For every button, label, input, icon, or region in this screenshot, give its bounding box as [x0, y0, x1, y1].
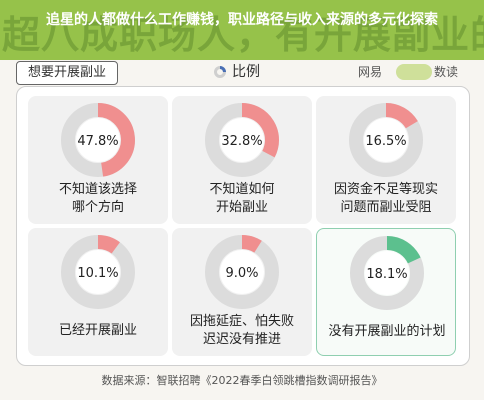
donut-value-label: 10.1% [77, 266, 118, 281]
donut-value-label: 16.5% [365, 134, 406, 149]
brand-logo: 网易 数读 [350, 62, 468, 82]
card-label: 没有开展副业的计划 [319, 311, 455, 353]
data-source: 数据来源：智联招聘《2022春季白领跳槽指数调研报告》 [101, 374, 383, 387]
card-label-line: 迟迟没有推进 [202, 332, 281, 347]
donut-value-label: 47.8% [77, 134, 118, 149]
card-label-line: 哪个方向 [71, 200, 124, 215]
section-ribbon: 想要开展副业 [16, 61, 118, 85]
card-label-line: 没有开展副业的计划 [328, 324, 446, 339]
donut-center [220, 118, 264, 162]
donut-value-label: 32.8% [221, 134, 262, 149]
brand-text-left: 网易 [358, 65, 383, 79]
card-label: 不知道如何 开始副业 [174, 178, 310, 220]
page-headline: 追星的人都做什么工作赚钱，职业路径与收入来源的多元化探索 [46, 12, 438, 28]
donut-chart: 47.8% [61, 103, 135, 177]
card-label-line: 因资金不足等现实 [333, 182, 438, 197]
card-label-line: 已经开展副业 [58, 323, 137, 338]
background-title: 超八成职场人，有开展副业的意愿 [2, 13, 484, 57]
donut-slice [385, 103, 418, 129]
card-label: 因资金不足等现实 问题而副业受阻 [318, 178, 454, 220]
donut-center [364, 118, 408, 162]
donut-chart: 10.1% [61, 235, 135, 309]
card-label: 因拖延症、怕失败 迟迟没有推进 [174, 310, 310, 352]
brand-text-right: 数读 [434, 65, 459, 79]
donut-value-label: 18.1% [366, 267, 407, 282]
donut-center [76, 250, 120, 294]
donut-center [220, 250, 264, 294]
donut-chart: 9.0% [205, 235, 279, 309]
donut-slice [97, 103, 135, 177]
donut-chart: 16.5% [349, 103, 423, 177]
donut-slice [386, 236, 421, 264]
card-label: 不知道该选择 哪个方向 [30, 178, 166, 220]
card-label-line: 不知道如何 [209, 182, 275, 197]
donut-chart: 18.1% [350, 236, 424, 310]
donut-icon [214, 66, 226, 78]
card-label: 已经开展副业 [30, 310, 166, 352]
top-banner: 超八成职场人，有开展副业的意愿 追星的人都做什么工作赚钱，职业路径与收入来源的多… [0, 0, 484, 60]
donut-slice [241, 103, 279, 158]
legend-label: 比例 [232, 64, 260, 80]
donut-card-highlighted: 18.1% 没有开展副业的计划 [316, 228, 456, 356]
donut-card: 47.8% 不知道该选择 哪个方向 [28, 96, 168, 224]
donut-center [365, 251, 409, 295]
donut-chart: 32.8% [205, 103, 279, 177]
donut-card: 16.5% 因资金不足等现实 问题而副业受阻 [316, 96, 456, 224]
brand-mark [396, 64, 432, 80]
donut-card: 10.1% 已经开展副业 [28, 228, 168, 356]
donut-slice [97, 235, 120, 254]
card-label-line: 问题而副业受阻 [340, 200, 432, 215]
donut-card: 32.8% 不知道如何 开始副业 [172, 96, 312, 224]
donut-value-label: 9.0% [225, 266, 258, 281]
donut-card: 9.0% 因拖延症、怕失败 迟迟没有推进 [172, 228, 312, 356]
card-label-line: 不知道该选择 [58, 182, 137, 197]
card-label-line: 开始副业 [215, 200, 268, 215]
card-label-line: 因拖延症、怕失败 [189, 314, 294, 329]
donut-slice [241, 235, 262, 253]
donut-center [76, 118, 120, 162]
